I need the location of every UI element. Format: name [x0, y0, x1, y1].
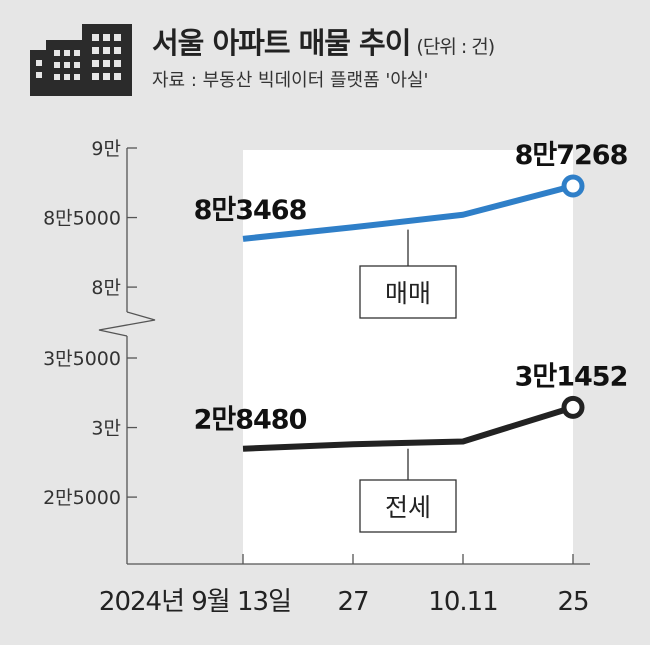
series-line-0	[242, 183, 574, 242]
chart-title: 서울 아파트 매물 추이 (단위 : 건)	[152, 20, 495, 62]
x-tick-label: 2024년 9월 13일	[99, 587, 291, 617]
series-end-label-0: 8만7268	[515, 140, 628, 171]
unit-label: (단위 : 건)	[416, 36, 495, 58]
series-end-label-1: 3만1452	[515, 361, 628, 392]
series-end-marker-1	[561, 395, 585, 419]
source-label: 자료 : 부동산 빅데이터 플랫폼 '아실'	[152, 70, 429, 91]
header: 서울 아파트 매물 추이 (단위 : 건) 자료 : 부동산 빅데이터 플랫폼 '…	[152, 20, 495, 92]
series-layer: 8만3468 8만7268 매매 2만8480 3만1452 전세	[194, 140, 629, 533]
y-tick-label: 3만	[91, 418, 121, 440]
x-tick-label: 10.11	[428, 587, 497, 617]
series-start-label-0: 8만3468	[194, 195, 307, 226]
y-tick-label: 8만	[91, 277, 121, 299]
x-tick-label: 27	[337, 587, 368, 617]
series-name-label-1: 전세	[385, 493, 431, 522]
series-line-1	[242, 404, 574, 452]
series-end-marker-0	[561, 174, 585, 198]
series-callout-box-1	[359, 479, 457, 533]
series-name-label-0: 매매	[385, 279, 431, 308]
title-text: 서울 아파트 매물 추이	[152, 26, 411, 60]
x-tick-label: 25	[557, 587, 588, 617]
y-tick-label: 2만5000	[43, 487, 121, 509]
series-start-label-1: 2만8480	[194, 405, 307, 436]
y-tick-label: 8만5000	[43, 208, 121, 230]
series-callout-box-0	[359, 265, 457, 319]
y-tick-label: 9만	[91, 138, 121, 160]
building-icon	[30, 24, 132, 96]
y-tick-label: 3만5000	[43, 348, 121, 370]
axes: 9만 8만5000 8만 3만5000 3만 2만5000 2024년 9월 13일 27 10…	[43, 138, 590, 617]
axis-break	[98, 311, 156, 337]
